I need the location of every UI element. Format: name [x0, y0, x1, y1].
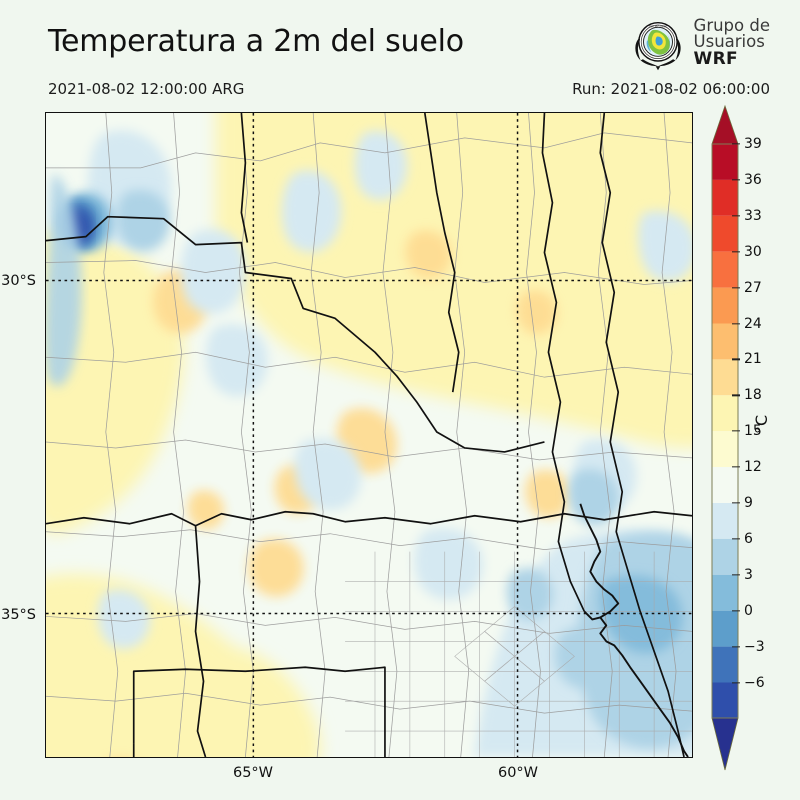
- cb-label-18: 18: [744, 387, 762, 404]
- cb-tick-39: [732, 143, 740, 145]
- cb-label-30: 30: [744, 243, 762, 260]
- colorbar-swatches: [711, 104, 739, 771]
- cb-tick-30: [732, 251, 740, 253]
- cb-label-24: 24: [744, 315, 762, 332]
- cb-label-36: 36: [744, 171, 762, 188]
- cb-tick-6: [732, 538, 740, 540]
- lat-label-35s: 35°S: [1, 607, 36, 623]
- cb-label-27: 27: [744, 279, 762, 296]
- cb-tick-0: [732, 610, 740, 612]
- temperature-field-canvas: [46, 113, 692, 757]
- cb-tick-36: [732, 179, 740, 181]
- temperature-colorbar[interactable]: 39 36 33 30 27 24 21 18 15 12 9 6 3 0 −3…: [711, 104, 765, 771]
- page-title: Temperatura a 2m del suelo: [48, 24, 464, 59]
- cb-label-m3: −3: [744, 638, 765, 655]
- cb-label-33: 33: [744, 207, 762, 224]
- cb-tick-18: [732, 394, 740, 396]
- lon-label-65w: 65°W: [232, 765, 274, 781]
- wrf-user-group-logo: GRUPO WRF Grupo de Usuarios WRF: [629, 12, 770, 74]
- cb-tick-33: [732, 215, 740, 217]
- lat-label-30s: 30°S: [1, 273, 36, 289]
- cb-label-3: 3: [744, 566, 753, 583]
- svg-text:GRUPO WRF: GRUPO WRF: [649, 24, 667, 28]
- valid-time-label: 2021-08-02 12:00:00 ARG: [48, 80, 245, 98]
- cb-tick-9: [732, 502, 740, 504]
- cb-tick-12: [732, 466, 740, 468]
- cb-tick-m3: [732, 645, 740, 648]
- cb-tick-27: [732, 286, 740, 289]
- cb-tick-3: [732, 574, 740, 576]
- cb-label-9: 9: [744, 495, 753, 511]
- cb-tick-21: [732, 358, 740, 361]
- argentina-coat-of-arms-globe-emblem: GRUPO WRF: [634, 21, 681, 71]
- lon-label-60w: 60°W: [497, 765, 539, 781]
- cb-label-21: 21: [744, 351, 762, 368]
- cb-tick-24: [732, 322, 740, 325]
- colorbar-unit-label: °C: [752, 414, 771, 434]
- cb-tick-15: [732, 430, 740, 432]
- logo-line-1: Grupo de: [693, 15, 770, 35]
- run-time-label: Run: 2021-08-02 06:00:00: [572, 80, 770, 98]
- cb-label-15: 15: [744, 423, 762, 440]
- temperature-map[interactable]: [45, 112, 693, 758]
- cb-label-12: 12: [744, 459, 762, 476]
- logo-text: Grupo de Usuarios WRF: [693, 15, 770, 70]
- cb-tick-m6: [732, 681, 740, 684]
- cb-label-0: 0: [744, 602, 753, 619]
- logo-line-2: Usuarios: [693, 32, 765, 52]
- logo-line-3: WRF: [693, 49, 738, 70]
- cb-label-39: 39: [744, 136, 762, 152]
- cb-label-m6: −6: [744, 674, 765, 691]
- cb-label-6: 6: [744, 530, 753, 547]
